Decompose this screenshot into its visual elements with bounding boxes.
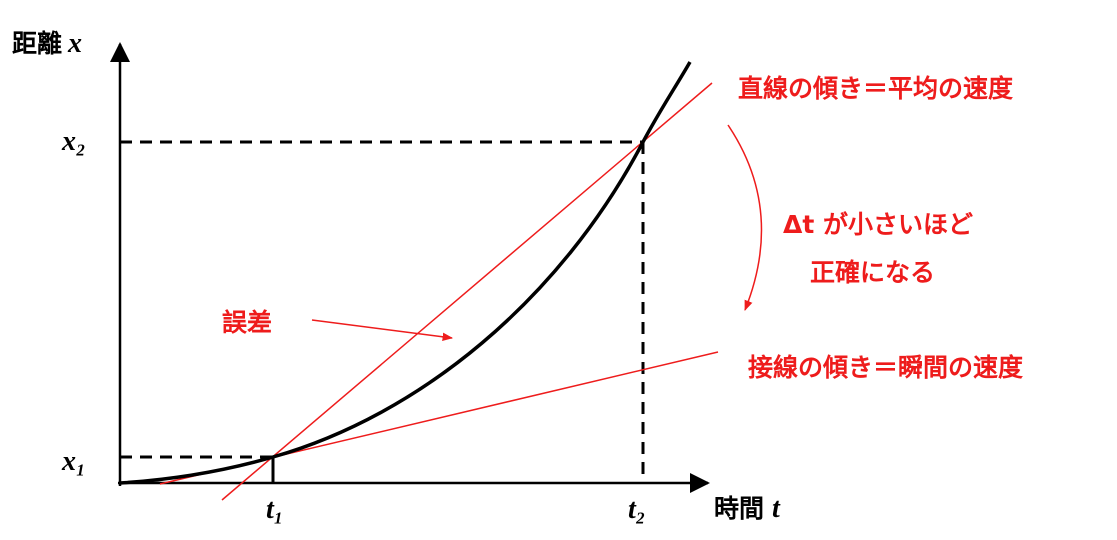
note-line: 正確になる [810,258,935,287]
x-tick-label: t₂ [628,494,646,525]
error-arrow [311,319,454,341]
y-variable: x [67,28,82,59]
x-axis-label: 時間 t [714,493,781,524]
x-label: 時間 [714,494,764,523]
secant-note: 直線の傾き＝平均の速度 [738,74,1013,103]
y-label: 距離 [12,29,62,58]
secant-line [221,82,713,501]
x-tick-label: t₁ [266,494,284,525]
y-tick-label: x₁ [61,446,86,477]
y-tick-label: x₂ [61,126,86,157]
curved-arrow [727,124,763,311]
curve [119,61,692,485]
guides [120,140,645,483]
y-axis-label: 距離 x [12,28,82,59]
error-note: 誤差 [222,308,272,337]
x-variable: t [772,493,781,524]
note-line: Δt が小さいほど [783,210,973,239]
tangent-note: 接線の傾き＝瞬間の速度 [748,353,1023,382]
